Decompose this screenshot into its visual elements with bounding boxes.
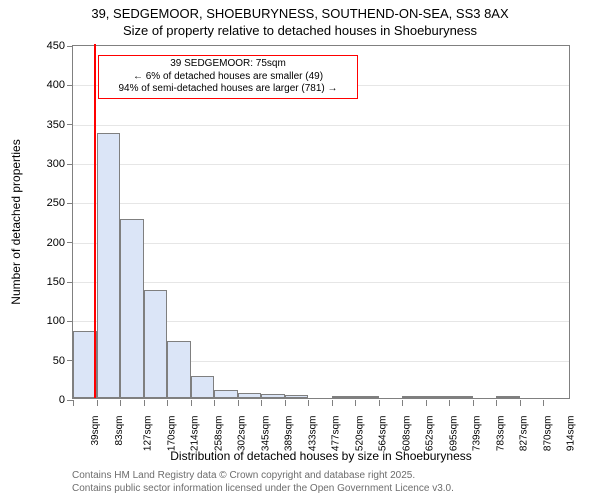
- x-tick: [144, 400, 145, 406]
- histogram-bar: [144, 290, 168, 398]
- x-tick: [473, 400, 474, 406]
- x-tick: [308, 400, 309, 406]
- histogram-bar: [355, 396, 379, 398]
- x-tick: [97, 400, 98, 406]
- histogram-bar: [238, 393, 262, 399]
- x-tick: [402, 400, 403, 406]
- annotation-line1: 39 SEDGEMOOR: 75sqm: [170, 58, 286, 69]
- y-tick-label: 250: [47, 197, 65, 209]
- y-tick-label: 150: [47, 276, 65, 288]
- footnote: Contains HM Land Registry data © Crown c…: [72, 469, 454, 495]
- histogram-bar: [496, 396, 520, 398]
- x-tick-label: 433sqm: [307, 416, 318, 452]
- x-tick-label: 83sqm: [114, 416, 125, 446]
- histogram-bar: [214, 390, 238, 398]
- histogram-bar: [191, 376, 215, 398]
- x-tick: [520, 400, 521, 406]
- x-tick: [120, 400, 121, 406]
- x-tick-label: 39sqm: [90, 416, 101, 446]
- histogram-bar: [285, 395, 309, 398]
- y-tick: [67, 282, 73, 283]
- x-tick-label: 870sqm: [542, 416, 553, 452]
- x-tick: [332, 400, 333, 406]
- y-tick-label: 200: [47, 237, 65, 249]
- x-tick-label: 827sqm: [519, 416, 530, 452]
- y-axis-title: Number of detached properties: [9, 139, 23, 304]
- x-tick: [426, 400, 427, 406]
- y-tick-label: 0: [59, 394, 65, 406]
- annotation-line2: ← 6% of detached houses are smaller (49): [133, 71, 323, 82]
- gridline-h: [73, 125, 569, 126]
- y-tick: [67, 124, 73, 125]
- y-tick-label: 50: [53, 355, 65, 367]
- y-tick: [67, 164, 73, 165]
- x-tick-label: 739sqm: [472, 416, 483, 452]
- x-tick-label: 783sqm: [495, 416, 506, 452]
- x-tick-label: 345sqm: [260, 416, 271, 452]
- x-tick-label: 127sqm: [143, 416, 154, 452]
- footnote-line2: Contains public sector information licen…: [72, 483, 454, 494]
- x-tick-label: 302sqm: [237, 416, 248, 452]
- footnote-line1: Contains HM Land Registry data © Crown c…: [72, 470, 415, 481]
- x-tick-label: 914sqm: [566, 416, 577, 452]
- x-tick-label: 652sqm: [425, 416, 436, 452]
- x-tick: [261, 400, 262, 406]
- gridline-h: [73, 203, 569, 204]
- x-tick: [238, 400, 239, 406]
- histogram-bar: [332, 396, 356, 398]
- y-tick-label: 300: [47, 158, 65, 170]
- histogram-bar: [120, 219, 144, 398]
- x-tick-label: 389sqm: [284, 416, 295, 452]
- y-tick-label: 100: [47, 315, 65, 327]
- x-tick: [379, 400, 380, 406]
- chart-title: 39, SEDGEMOOR, SHOEBURYNESS, SOUTHEND-ON…: [0, 6, 600, 40]
- highlight-line: [94, 44, 96, 398]
- x-tick: [191, 400, 192, 406]
- y-tick: [67, 85, 73, 86]
- x-axis-title: Distribution of detached houses by size …: [72, 449, 570, 463]
- gridline-h: [73, 164, 569, 165]
- y-tick: [67, 203, 73, 204]
- x-tick-label: 695sqm: [448, 416, 459, 452]
- histogram-bar: [449, 396, 473, 398]
- x-tick-label: 564sqm: [378, 416, 389, 452]
- x-tick: [167, 400, 168, 406]
- x-tick: [73, 400, 74, 406]
- x-tick: [449, 400, 450, 406]
- y-tick-label: 400: [47, 79, 65, 91]
- gridline-h: [73, 282, 569, 283]
- histogram-bar: [261, 394, 285, 398]
- x-tick: [496, 400, 497, 406]
- x-tick: [355, 400, 356, 406]
- x-tick-label: 520sqm: [354, 416, 365, 452]
- x-tick: [285, 400, 286, 406]
- histogram-bar: [402, 396, 426, 398]
- annotation-box: 39 SEDGEMOOR: 75sqm ← 6% of detached hous…: [98, 55, 358, 99]
- x-tick-label: 608sqm: [401, 416, 412, 452]
- y-tick: [67, 46, 73, 47]
- histogram-bar: [97, 133, 121, 398]
- x-tick-label: 214sqm: [190, 416, 201, 452]
- x-tick: [543, 400, 544, 406]
- gridline-h: [73, 243, 569, 244]
- x-tick: [214, 400, 215, 406]
- title-line1: 39, SEDGEMOOR, SHOEBURYNESS, SOUTHEND-ON…: [91, 6, 508, 21]
- x-tick-label: 258sqm: [213, 416, 224, 452]
- histogram-bar: [167, 341, 191, 398]
- histogram-bar: [426, 396, 450, 398]
- histogram-bar: [73, 331, 97, 398]
- x-tick-label: 170sqm: [166, 416, 177, 452]
- annotation-line3: 94% of semi-detached houses are larger (…: [118, 83, 337, 94]
- y-tick-label: 450: [47, 40, 65, 52]
- y-tick-label: 350: [47, 119, 65, 131]
- y-tick: [67, 242, 73, 243]
- x-tick-label: 477sqm: [331, 416, 342, 452]
- title-line2: Size of property relative to detached ho…: [123, 23, 477, 38]
- chart-container: { "chart": { "type": "histogram", "title…: [0, 0, 600, 500]
- y-tick: [67, 321, 73, 322]
- plot-area: 05010015020025030035040045039sqm83sqm127…: [72, 45, 570, 399]
